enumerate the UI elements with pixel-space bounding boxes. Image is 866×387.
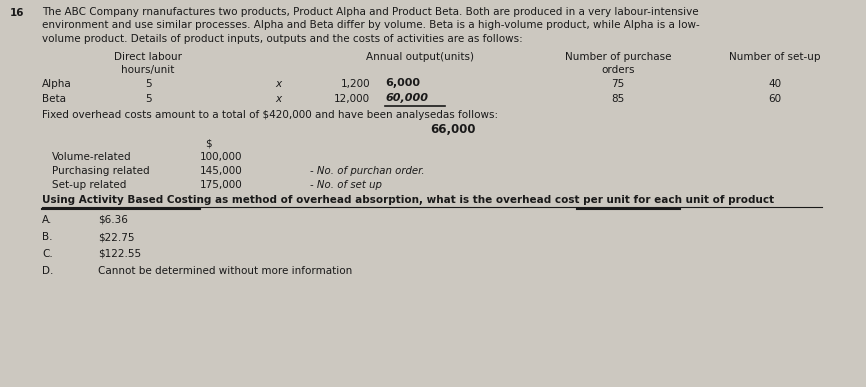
Text: 100,000: 100,000 bbox=[200, 152, 242, 162]
Text: C.: C. bbox=[42, 249, 53, 259]
Text: x: x bbox=[275, 79, 281, 89]
Text: The ABC Company rnanufactures two products, Product Alpha and Product Beta. Both: The ABC Company rnanufactures two produc… bbox=[42, 7, 699, 17]
Text: Fixed overhead costs amount to a total of $420,000 and have been analysedas foll: Fixed overhead costs amount to a total o… bbox=[42, 110, 498, 120]
Text: 145,000: 145,000 bbox=[200, 166, 242, 176]
Text: hours/unit: hours/unit bbox=[121, 65, 175, 75]
Text: Number of purchase: Number of purchase bbox=[565, 52, 671, 62]
Text: Beta: Beta bbox=[42, 94, 66, 104]
Text: 60,000: 60,000 bbox=[385, 93, 428, 103]
Text: $122.55: $122.55 bbox=[98, 249, 141, 259]
Text: D.: D. bbox=[42, 266, 54, 276]
Text: Volume-related: Volume-related bbox=[52, 152, 132, 162]
Text: $: $ bbox=[205, 138, 211, 148]
Text: 6,000: 6,000 bbox=[385, 78, 420, 88]
Text: Purchasing related: Purchasing related bbox=[52, 166, 150, 176]
Text: - No. of purchan order.: - No. of purchan order. bbox=[310, 166, 424, 176]
Text: 175,000: 175,000 bbox=[200, 180, 242, 190]
Text: $6.36: $6.36 bbox=[98, 215, 128, 225]
Text: 12,000: 12,000 bbox=[334, 94, 370, 104]
Text: x: x bbox=[275, 94, 281, 104]
Text: orders: orders bbox=[601, 65, 635, 75]
Text: Direct labour: Direct labour bbox=[114, 52, 182, 62]
Text: Annual output(units): Annual output(units) bbox=[366, 52, 474, 62]
Text: 60: 60 bbox=[768, 94, 781, 104]
Text: Set-up related: Set-up related bbox=[52, 180, 126, 190]
Text: 5: 5 bbox=[145, 79, 152, 89]
Text: 66,000: 66,000 bbox=[430, 123, 475, 136]
Text: Cannot be determined without more information: Cannot be determined without more inform… bbox=[98, 266, 352, 276]
Text: B.: B. bbox=[42, 232, 53, 242]
Text: $22.75: $22.75 bbox=[98, 232, 134, 242]
Text: 5: 5 bbox=[145, 94, 152, 104]
Text: Number of set-up: Number of set-up bbox=[729, 52, 821, 62]
Text: 85: 85 bbox=[611, 94, 624, 104]
Text: Alpha: Alpha bbox=[42, 79, 72, 89]
Text: 75: 75 bbox=[611, 79, 624, 89]
Text: 16: 16 bbox=[10, 8, 24, 18]
Text: volume product. Details of product inputs, outputs and the costs of activities a: volume product. Details of product input… bbox=[42, 34, 523, 44]
Text: A.: A. bbox=[42, 215, 52, 225]
Text: Using Activity Based Costing as method of overhead absorption, what is the overh: Using Activity Based Costing as method o… bbox=[42, 195, 774, 205]
Text: 40: 40 bbox=[768, 79, 781, 89]
Text: environment and use similar processes. Alpha and Beta differ by volume. Beta is : environment and use similar processes. A… bbox=[42, 21, 700, 31]
Text: 1,200: 1,200 bbox=[340, 79, 370, 89]
Text: - No. of set up: - No. of set up bbox=[310, 180, 382, 190]
